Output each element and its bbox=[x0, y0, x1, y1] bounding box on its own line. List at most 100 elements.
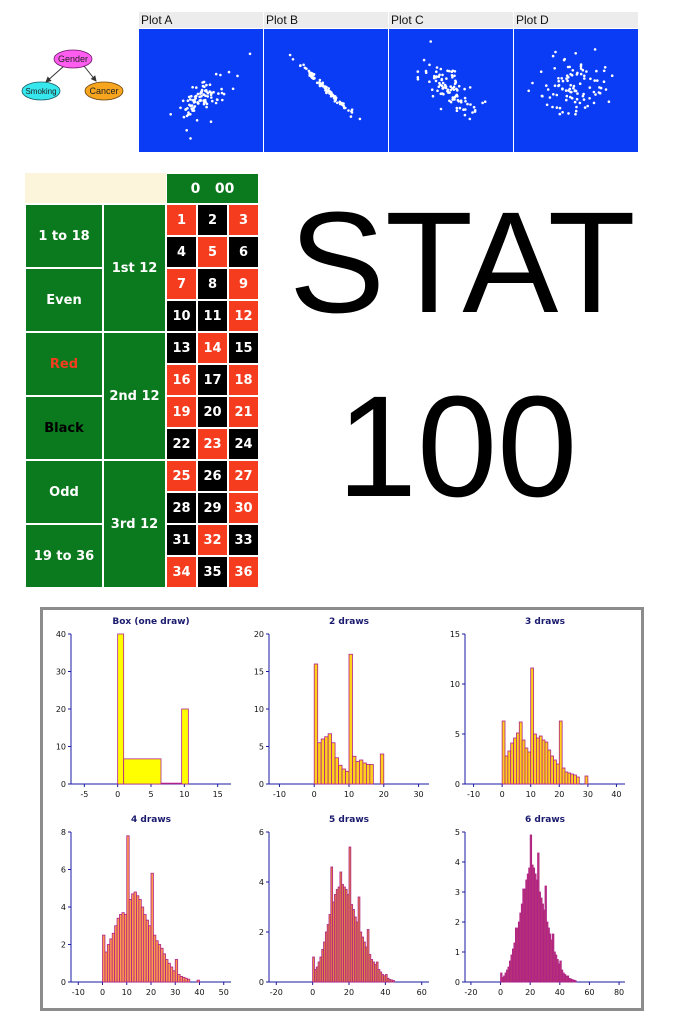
number-35[interactable]: 35 bbox=[197, 556, 228, 588]
scatter-point bbox=[200, 95, 203, 98]
scatter-point bbox=[548, 96, 552, 99]
number-2[interactable]: 2 bbox=[197, 204, 228, 236]
number-18[interactable]: 18 bbox=[228, 364, 259, 396]
number-23[interactable]: 23 bbox=[197, 428, 228, 460]
number-4[interactable]: 4 bbox=[166, 236, 197, 268]
number-29[interactable]: 29 bbox=[197, 492, 228, 524]
number-24[interactable]: 24 bbox=[228, 428, 259, 460]
histogram-title: 3 draws bbox=[525, 617, 565, 627]
scatter-point bbox=[435, 75, 438, 78]
scatter-point bbox=[193, 105, 197, 108]
histogram-bar bbox=[196, 979, 200, 983]
bet-red[interactable]: Red bbox=[25, 332, 103, 396]
scatter-point bbox=[555, 106, 559, 109]
histogram-bar bbox=[355, 761, 360, 785]
histogram-bar bbox=[123, 758, 162, 785]
number-14[interactable]: 14 bbox=[197, 332, 228, 364]
number-33[interactable]: 33 bbox=[228, 524, 259, 556]
number-17[interactable]: 17 bbox=[197, 364, 228, 396]
scatter-point bbox=[457, 84, 461, 88]
scatter-point bbox=[435, 66, 439, 69]
table-header-blank bbox=[25, 173, 166, 203]
number-34[interactable]: 34 bbox=[166, 556, 197, 588]
scatter-point bbox=[220, 91, 224, 95]
histogram-bar bbox=[574, 980, 577, 983]
scatter-point bbox=[588, 86, 592, 89]
scatter-area bbox=[139, 29, 263, 152]
scatter-point bbox=[434, 79, 438, 83]
number-27[interactable]: 27 bbox=[228, 460, 259, 492]
number-16[interactable]: 16 bbox=[166, 364, 197, 396]
scatter-point bbox=[574, 109, 578, 113]
number-5[interactable]: 5 bbox=[197, 236, 228, 268]
zero-double-zero[interactable]: 0 00 bbox=[166, 173, 259, 204]
y-tick-label: 6 bbox=[259, 828, 264, 837]
number-36[interactable]: 36 bbox=[228, 556, 259, 588]
number-13[interactable]: 13 bbox=[166, 332, 197, 364]
scatter-point bbox=[455, 109, 459, 112]
scatter-point bbox=[451, 96, 455, 99]
number-26[interactable]: 26 bbox=[197, 460, 228, 492]
histogram-bar bbox=[327, 733, 333, 785]
scatter-point bbox=[456, 94, 459, 98]
number-28[interactable]: 28 bbox=[166, 492, 197, 524]
number-22[interactable]: 22 bbox=[166, 428, 197, 460]
bet-black[interactable]: Black bbox=[25, 396, 103, 460]
scatter-point bbox=[321, 81, 325, 85]
number-8[interactable]: 8 bbox=[197, 268, 228, 300]
scatter-point bbox=[582, 98, 586, 101]
histogram-bar bbox=[369, 764, 374, 785]
number-6[interactable]: 6 bbox=[228, 236, 259, 268]
plot-title: Plot C bbox=[389, 12, 513, 28]
bet-1st-12[interactable]: 1st 12 bbox=[103, 204, 166, 332]
scatter-point bbox=[192, 101, 196, 104]
bet-1-to-18[interactable]: 1 to 18 bbox=[25, 204, 103, 268]
number-12[interactable]: 12 bbox=[228, 300, 259, 332]
histogram-bar bbox=[576, 776, 580, 785]
number-25[interactable]: 25 bbox=[166, 460, 197, 492]
scatter-point bbox=[466, 102, 469, 106]
scatter-point bbox=[527, 89, 530, 93]
scatter-plot-a: Plot A bbox=[139, 12, 263, 152]
histogram-bar bbox=[501, 720, 506, 785]
bet-even[interactable]: Even bbox=[25, 268, 103, 332]
scatter-point bbox=[220, 87, 223, 91]
scatter-point bbox=[343, 106, 346, 110]
scatter-point bbox=[349, 115, 353, 118]
number-31[interactable]: 31 bbox=[166, 524, 197, 556]
histogram-bar bbox=[533, 733, 537, 785]
scatter-point bbox=[607, 100, 611, 103]
scatter-point bbox=[602, 69, 606, 73]
number-20[interactable]: 20 bbox=[197, 396, 228, 428]
bet-3rd-12[interactable]: 3rd 12 bbox=[103, 460, 166, 588]
scatter-point bbox=[545, 84, 548, 87]
number-30[interactable]: 30 bbox=[228, 492, 259, 524]
bet-19-to-36[interactable]: 19 to 36 bbox=[25, 524, 103, 588]
number-11[interactable]: 11 bbox=[197, 300, 228, 332]
scatter-point bbox=[416, 70, 420, 73]
scatter-point bbox=[596, 79, 599, 82]
scatter-point bbox=[603, 66, 607, 69]
number-32[interactable]: 32 bbox=[197, 524, 228, 556]
bet-odd[interactable]: Odd bbox=[25, 460, 103, 524]
scatter-point bbox=[560, 77, 563, 80]
scatter-point bbox=[576, 92, 579, 95]
scatter-point bbox=[468, 86, 472, 89]
scatter-point bbox=[571, 69, 575, 72]
number-19[interactable]: 19 bbox=[166, 396, 197, 428]
scatter-point bbox=[565, 94, 569, 98]
scatter-point bbox=[205, 83, 208, 87]
y-tick-label: 6 bbox=[61, 866, 66, 875]
histogram-bar bbox=[516, 732, 520, 785]
number-7[interactable]: 7 bbox=[166, 268, 197, 300]
scatter-point bbox=[310, 71, 313, 75]
number-15[interactable]: 15 bbox=[228, 332, 259, 364]
number-1[interactable]: 1 bbox=[166, 204, 197, 236]
number-10[interactable]: 10 bbox=[166, 300, 197, 332]
bet-2nd-12[interactable]: 2nd 12 bbox=[103, 332, 166, 460]
number-9[interactable]: 9 bbox=[228, 268, 259, 300]
number-21[interactable]: 21 bbox=[228, 396, 259, 428]
number-3[interactable]: 3 bbox=[228, 204, 259, 236]
scatter-point bbox=[440, 78, 443, 82]
scatter-point bbox=[567, 112, 570, 115]
